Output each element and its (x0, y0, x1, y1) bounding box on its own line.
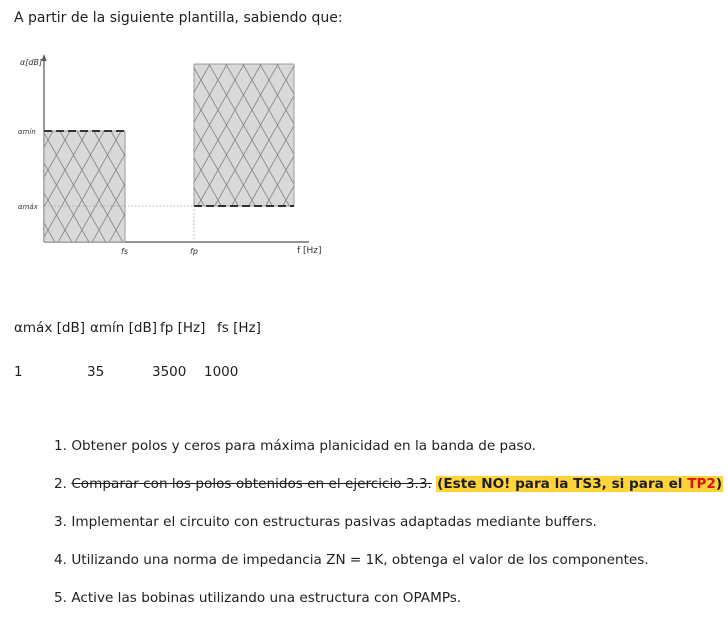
item-number: 3. (54, 514, 67, 530)
item-text: Implementar el circuito con estructuras … (71, 514, 597, 530)
y-axis-label: α[dB] (20, 58, 42, 67)
alpha-max-label: αmáx (18, 203, 39, 211)
y-axis-arrow (41, 54, 47, 61)
header-fp: fp [Hz] (160, 320, 206, 336)
passband-region (193, 63, 295, 207)
stopband-region (43, 130, 126, 243)
highlight-red-text: TP2 (687, 476, 716, 492)
x-axis-label: f [Hz] (297, 246, 322, 256)
item-text: Utilizando una norma de impedancia ZN = … (71, 552, 649, 568)
fs-label: fs (121, 247, 128, 256)
list-item: 5. Active las bobinas utilizando una est… (54, 588, 728, 626)
struck-text: Comparar con los polos obtenidos en el e… (71, 476, 432, 492)
alpha-min-label: αmín (18, 128, 36, 136)
list-item: 1. Obtener polos y ceros para máxima pla… (54, 436, 728, 474)
header-alpha-max: αmáx [dB] (14, 320, 85, 336)
highlighted-note: (Este NO! para la TS3, si para el TP2) (436, 476, 724, 492)
intro-text: A partir de la siguiente plantilla, sabi… (14, 10, 343, 26)
value-alpha-max: 1 (14, 364, 23, 380)
header-alpha-min: αmín [dB] (90, 320, 158, 336)
item-number: 2. (54, 476, 67, 492)
value-fp: 3500 (152, 364, 187, 380)
item-number: 1. (54, 438, 67, 454)
filter-template-svg: α[dB] αmín αmáx fs fp f [Hz] (18, 54, 322, 256)
list-item: 4. Utilizando una norma de impedancia ZN… (54, 550, 728, 588)
highlight-text: (Este NO! para la TS3, si para el (437, 476, 688, 492)
filter-template-figure: α[dB] αmín αmáx fs fp f [Hz] (14, 50, 334, 260)
fp-label: fp (190, 247, 198, 256)
item-text: Active las bobinas utilizando una estruc… (71, 590, 462, 606)
value-alpha-min: 35 (87, 364, 105, 380)
item-number: 5. (54, 590, 67, 606)
list-item: 3. Implementar el circuito con estructur… (54, 512, 728, 550)
task-list: 1. Obtener polos y ceros para máxima pla… (14, 436, 728, 626)
item-text: Obtener polos y ceros para máxima planic… (71, 438, 536, 454)
highlight-end: ) (715, 476, 723, 492)
list-item: 2. Comparar con los polos obtenidos en e… (54, 474, 728, 512)
value-fs: 1000 (204, 364, 239, 380)
item-number: 4. (54, 552, 67, 568)
header-fs: fs [Hz] (217, 320, 261, 336)
